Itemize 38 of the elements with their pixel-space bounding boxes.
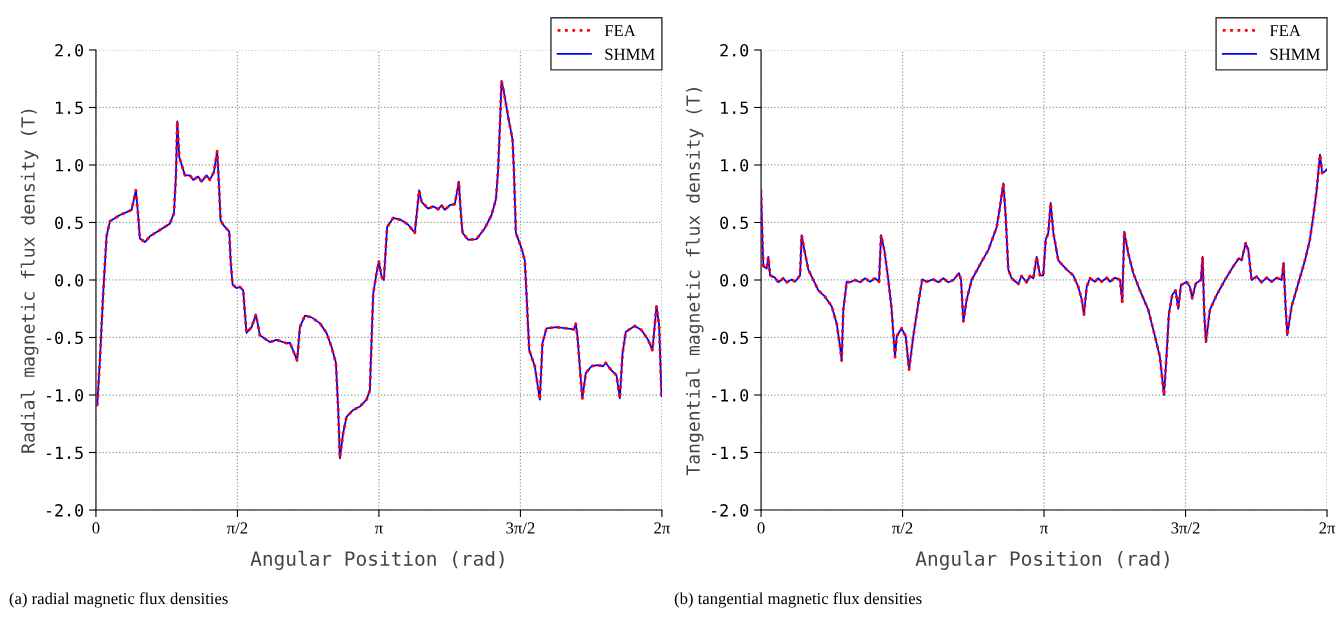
legend-label: FEA	[1269, 25, 1301, 37]
y-tick-label: 1.0	[56, 158, 84, 172]
y-tick-label: 0.0	[55, 274, 84, 287]
y-tick-label: 1.0	[721, 158, 749, 172]
y-tick-label: 2.0	[720, 43, 749, 57]
x-tick-label: 3π/2	[1171, 522, 1200, 534]
y-tick-label: -2.0	[46, 504, 84, 517]
y-tick-label: -1.5	[712, 446, 748, 460]
y-tick-label: -1.0	[46, 389, 84, 402]
y-tick-label: -1.0	[712, 389, 749, 402]
y-tick-label: -1.5	[46, 446, 83, 460]
y-tick-label: 0.5	[720, 216, 748, 230]
text: (b) tangential magnetic flux densities	[674, 592, 922, 608]
x-axis-title: Angular Position (rad)	[915, 550, 1169, 570]
y-axis-title: Radial magnetic flux density (T)	[20, 109, 39, 453]
x-tick-label: 0	[757, 522, 765, 534]
y-tick-label: -2.0	[712, 504, 749, 517]
x-tick-label: 2π	[1319, 522, 1336, 534]
text: (a) radial magnetic flux densities	[9, 592, 228, 608]
x-axis-title: Angular Position (rad)	[250, 550, 504, 570]
x-tick-label: 2π	[654, 522, 671, 534]
x-tick-label: π	[374, 525, 383, 534]
y-tick-label: -0.5	[712, 331, 748, 345]
legend-label: SHMM	[605, 48, 655, 60]
y-tick-label: 2.0	[55, 43, 84, 57]
y-tick-label: 0.0	[720, 274, 749, 287]
y-tick-label: 1.5	[56, 101, 83, 115]
x-tick-label: π/2	[892, 522, 913, 534]
x-tick-label: 0	[92, 522, 100, 534]
legend-label: FEA	[604, 25, 636, 37]
x-tick-label: π	[1040, 525, 1048, 534]
legend-label: SHMM	[1270, 48, 1320, 60]
y-axis-title: Tangential magnetic flux density (T)	[685, 88, 704, 476]
y-tick-label: -0.5	[46, 331, 83, 345]
x-tick-label: 3π/2	[506, 522, 535, 534]
y-tick-label: 1.5	[721, 101, 748, 115]
x-tick-label: π/2	[226, 522, 248, 534]
y-tick-label: 0.5	[55, 216, 83, 230]
